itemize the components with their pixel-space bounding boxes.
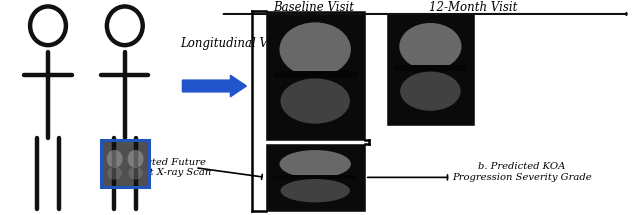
Ellipse shape (127, 150, 143, 168)
Ellipse shape (280, 150, 351, 178)
Ellipse shape (280, 179, 350, 202)
Bar (101, 140, 149, 187)
Ellipse shape (280, 22, 351, 77)
Ellipse shape (399, 23, 461, 70)
Text: a. Predicted Future
Knee Joint X-ray Scan: a. Predicted Future Knee Joint X-ray Sca… (102, 158, 212, 177)
Bar (273, 71, 357, 78)
Bar (102, 141, 148, 186)
Ellipse shape (400, 72, 461, 111)
Text: Longitudinal Visit: Longitudinal Visit (180, 37, 287, 49)
Ellipse shape (108, 167, 122, 180)
Ellipse shape (107, 150, 123, 168)
FancyArrow shape (182, 75, 246, 97)
Bar (266, 144, 365, 211)
Ellipse shape (280, 78, 350, 124)
Bar (387, 13, 474, 125)
Bar (394, 65, 467, 71)
Bar (273, 175, 357, 179)
Bar (266, 11, 365, 140)
Ellipse shape (128, 167, 143, 180)
Text: 12-Month Visit: 12-Month Visit (429, 1, 518, 14)
Text: b. Predicted KOA
Progression Severity Grade: b. Predicted KOA Progression Severity Gr… (452, 162, 591, 182)
Text: Baseline Visit: Baseline Visit (273, 1, 354, 14)
